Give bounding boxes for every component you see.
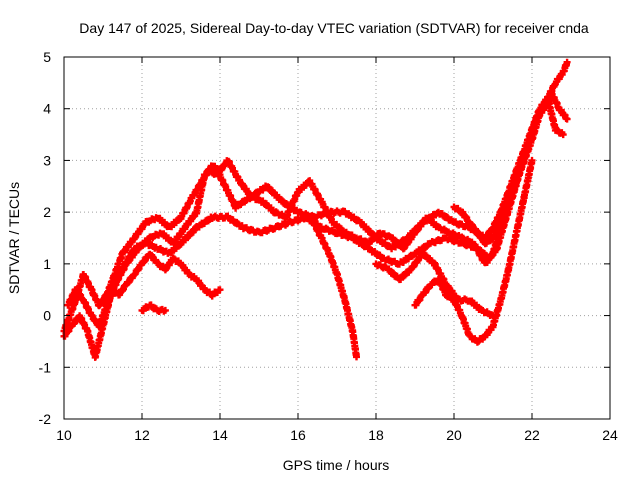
- x-tick-label: 16: [290, 427, 306, 443]
- y-tick-label: 1: [43, 256, 51, 272]
- x-tick-labels: 10 12 14 16 18 20 22 24: [56, 427, 618, 443]
- x-tick-label: 22: [524, 427, 540, 443]
- y-axis-label: SDTVAR / TECUs: [6, 182, 22, 294]
- y-tick-label: 4: [43, 101, 51, 117]
- trace-track-8: [450, 177, 520, 248]
- trace-track-5: [138, 301, 169, 315]
- x-tick-label: 24: [602, 427, 618, 443]
- x-tick-label: 12: [134, 427, 150, 443]
- y-tick-label: 2: [43, 204, 51, 220]
- y-tick-label: 3: [43, 152, 51, 168]
- x-tick-label: 10: [56, 427, 72, 443]
- y-tick-label: 0: [43, 308, 51, 324]
- y-tick-label: -2: [39, 411, 52, 427]
- trace-track-6: [310, 219, 360, 361]
- chart-title: Day 147 of 2025, Sidereal Day-to-day VTE…: [79, 20, 589, 36]
- data-traces: [60, 58, 571, 361]
- trace-track-4: [99, 250, 224, 304]
- axis-ticks: [63, 56, 611, 420]
- plot-frame: [63, 56, 611, 420]
- trace-track-9: [372, 250, 497, 320]
- trace-track-7: [411, 156, 536, 346]
- y-tick-label: 5: [43, 49, 51, 65]
- x-axis-label: GPS time / hours: [283, 457, 390, 473]
- x-tick-label: 14: [212, 427, 228, 443]
- y-tick-labels: -2 -1 0 1 2 3 4 5: [39, 49, 52, 427]
- x-tick-label: 20: [446, 427, 462, 443]
- y-tick-label: -1: [39, 359, 52, 375]
- x-tick-label: 18: [368, 427, 384, 443]
